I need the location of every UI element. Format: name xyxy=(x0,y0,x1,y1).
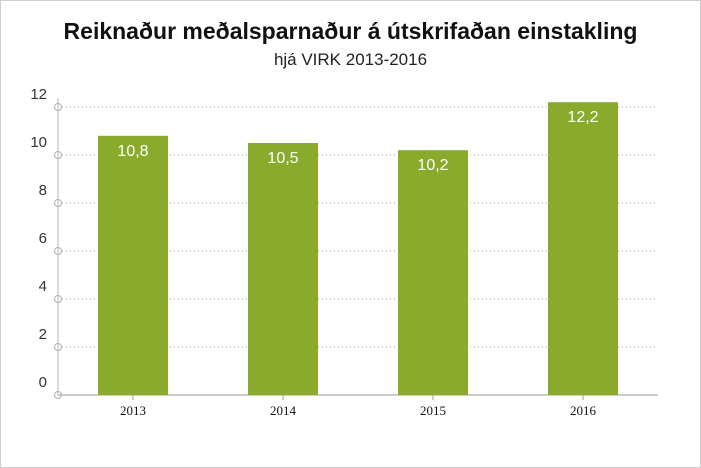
data-label: 10,5 xyxy=(267,150,298,167)
x-tick-label: 2014 xyxy=(270,403,297,418)
data-label: 10,8 xyxy=(117,143,148,160)
y-tick-label: 10 xyxy=(30,134,47,151)
x-tick-label: 2013 xyxy=(120,403,146,418)
y-tick-label: 0 xyxy=(39,374,47,391)
y-tick-label: 4 xyxy=(39,278,47,295)
bar-2015 xyxy=(398,150,468,395)
y-tick-label: 12 xyxy=(30,86,47,103)
x-tick-label: 2016 xyxy=(570,403,597,418)
y-tick-label: 8 xyxy=(39,182,47,199)
x-tick-label: 2015 xyxy=(420,403,446,418)
bar-2013 xyxy=(98,135,168,396)
data-label: 12,2 xyxy=(567,109,598,126)
chart-subtitle: hjá VIRK 2013-2016 xyxy=(273,50,428,69)
data-label: 10,2 xyxy=(417,157,448,174)
y-tick-label: 2 xyxy=(39,326,47,343)
y-tick-label: 6 xyxy=(39,230,47,247)
bar-2016 xyxy=(548,102,618,395)
bar-2014 xyxy=(248,143,318,395)
chart-title: Reiknaður meðalsparnaður á útskrifaðan e… xyxy=(63,18,638,44)
